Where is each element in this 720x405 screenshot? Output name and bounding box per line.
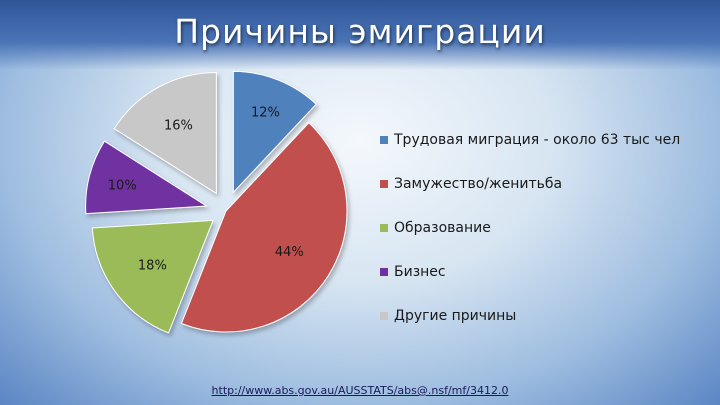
legend-label: Образование xyxy=(394,220,491,236)
legend-item: Образование xyxy=(380,206,680,250)
slice-percent-label: 12% xyxy=(251,105,280,120)
legend-swatch xyxy=(380,312,388,320)
legend-item: Бизнес xyxy=(380,250,680,294)
legend-swatch xyxy=(380,136,388,144)
title-band xyxy=(0,0,720,70)
legend-item: Замужество/женитьба xyxy=(380,162,680,206)
page-title: Причины эмиграции xyxy=(174,12,546,51)
slice-education xyxy=(91,219,214,334)
slice-business xyxy=(85,140,209,215)
legend-label: Бизнес xyxy=(394,264,446,280)
legend-swatch xyxy=(380,180,388,188)
slice-labor-migration xyxy=(232,70,317,194)
legend-item: Другие причины xyxy=(380,294,680,338)
slice-marriage xyxy=(180,122,348,333)
legend-swatch xyxy=(380,224,388,232)
legend-item: Трудовая миграция - около 63 тыс чел xyxy=(380,118,680,162)
legend-swatch xyxy=(380,268,388,276)
source-link[interactable]: http://www.abs.gov.au/AUSSTATS/abs@.nsf/… xyxy=(211,384,509,397)
legend-label: Другие причины xyxy=(394,308,517,324)
slice-other xyxy=(113,71,217,195)
slice-percent-label: 18% xyxy=(138,259,167,274)
slice-percent-label: 16% xyxy=(164,119,193,134)
slice-percent-label: 44% xyxy=(275,245,304,260)
slice-percent-label: 10% xyxy=(108,178,137,193)
chart-legend: Трудовая миграция - около 63 тыс чел Зам… xyxy=(380,118,680,338)
legend-label: Трудовая миграция - около 63 тыс чел xyxy=(394,132,681,148)
legend-label: Замужество/женитьба xyxy=(394,176,563,192)
